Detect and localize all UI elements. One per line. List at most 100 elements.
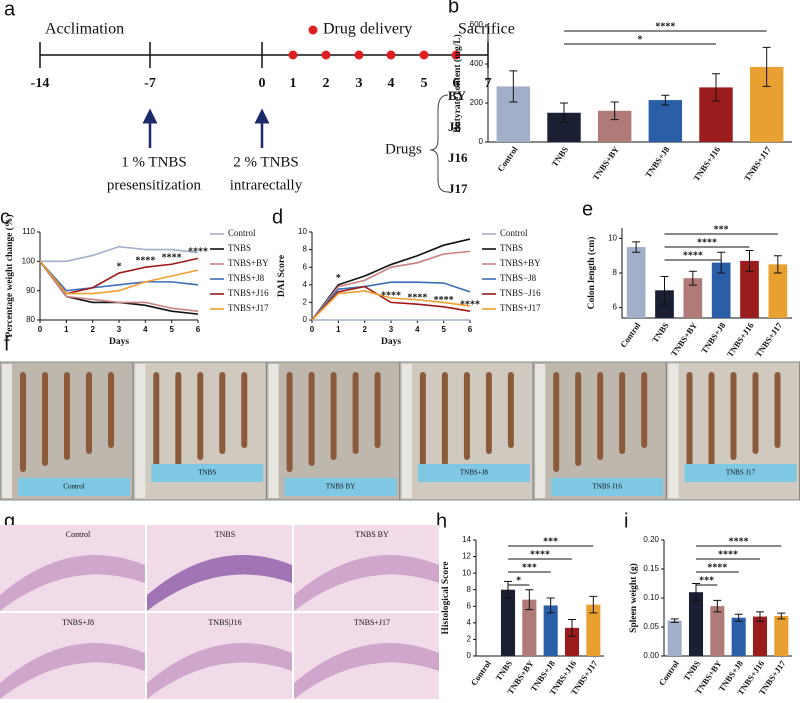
colon-strip: [153, 372, 160, 472]
photo-label-box: [417, 464, 530, 482]
y-axis-label: Colon length (cm): [586, 237, 597, 310]
x-tick-label: 3: [117, 325, 122, 334]
x-tick-label: 1: [336, 325, 341, 334]
timeline-label: -7: [144, 76, 156, 91]
error-bar: [756, 611, 764, 622]
colon-strip: [241, 372, 248, 448]
drugs-title: Drugs: [385, 141, 422, 157]
x-tick-label: TNBS+J8: [643, 145, 672, 180]
timeline-label: -14: [31, 76, 50, 91]
series-line: [40, 245, 199, 263]
bar: [774, 615, 789, 656]
photo-label-box: [551, 478, 664, 496]
bar: [667, 620, 682, 656]
error-bar: [610, 101, 619, 121]
x-tick-label: TNBS+J17: [753, 320, 784, 359]
histology-label: TNBS|J16: [208, 618, 241, 627]
y-tick-label: 4: [467, 618, 472, 627]
drug-dot: [288, 50, 298, 60]
y-tick-label: 10: [298, 227, 307, 236]
error-bar: [504, 580, 512, 599]
error-bar: [568, 619, 576, 637]
x-tick-label: Control: [657, 658, 682, 687]
error-bar: [632, 241, 641, 253]
tissue: [294, 555, 439, 611]
bar: [683, 278, 703, 318]
colon-strip: [641, 372, 648, 448]
legend-label: TNBS+BY: [500, 258, 541, 268]
y-tick-label: 0: [303, 315, 308, 324]
drug-dot: [321, 50, 331, 60]
x-tick-label: 3: [389, 325, 394, 334]
x-tick-label: 0: [38, 325, 43, 334]
x-tick-label: 6: [468, 325, 473, 334]
legend-label: TNBS: [228, 243, 251, 253]
error-bar: [745, 250, 754, 272]
error-bar: [712, 73, 720, 102]
error-bar: [734, 613, 743, 622]
colon-strip: [485, 372, 492, 454]
drug-label: J17: [448, 181, 468, 196]
series-line: [39, 260, 199, 312]
significance-label: ***: [522, 562, 537, 573]
error-bar: [660, 275, 669, 305]
x-tick-label: 1: [64, 325, 69, 334]
annotation: ****: [407, 292, 427, 303]
x-tick-label: TNBS+J16: [691, 145, 722, 183]
colon-strip: [507, 372, 514, 448]
legend-label: TNBS+J17: [228, 303, 269, 313]
panel-letter: e: [582, 198, 593, 220]
ruler: [268, 364, 279, 498]
histology-label: TNBS+J17: [354, 618, 390, 627]
colon-strip: [286, 372, 293, 472]
panel-letter: a: [4, 0, 16, 20]
y-axis-label: Butyrate content (mg/L): [452, 34, 463, 133]
panel-letter: h: [436, 510, 447, 532]
tissue: [0, 555, 145, 611]
y-tick-label: 8: [303, 245, 308, 254]
x-tick-label: TNBS+BY: [590, 145, 620, 183]
colon-strip: [441, 372, 448, 466]
brace: [429, 94, 449, 193]
error-bar: [692, 583, 700, 602]
error-bar: [713, 599, 722, 613]
y-tick-label: 200: [470, 98, 484, 107]
y-tick-label: 10: [462, 568, 471, 577]
colon-strip: [708, 372, 715, 466]
significance-label: *: [516, 575, 521, 586]
x-tick-label: TNBS+J16: [725, 321, 756, 359]
x-tick-label: TNBS: [650, 320, 671, 344]
series-line: [311, 290, 471, 321]
series-line: [311, 238, 471, 321]
x-tick-label: 2: [362, 325, 367, 334]
histology-label: TNBS BY: [355, 530, 389, 539]
x-tick-label: 2: [90, 325, 95, 334]
ruler: [535, 364, 546, 498]
step-label: 2 % TNBS: [233, 154, 299, 170]
legend-label: TNBS−J16: [500, 288, 541, 298]
photo-label-box: [151, 464, 264, 482]
error-bar: [525, 589, 534, 611]
y-tick-label: 110: [22, 227, 35, 236]
colon-strip: [42, 372, 48, 466]
photo-label: TNBS J17: [726, 469, 756, 477]
photo-label: Control: [63, 483, 84, 491]
timeline-label: 2: [323, 76, 330, 91]
y-tick-label: 0.15: [643, 564, 659, 573]
annotation: ****: [381, 291, 401, 302]
histology-label: TNBS: [215, 530, 235, 539]
y-tick-label: 100: [22, 256, 36, 265]
error-bar: [762, 46, 771, 87]
y-tick-label: 0.20: [643, 535, 659, 544]
y-axis-label: Percentage weight change (%): [4, 214, 15, 337]
y-tick-label: 8: [467, 585, 472, 594]
panel-letter: c: [0, 206, 10, 228]
timeline-label: 4: [388, 76, 395, 91]
y-axis-label: Spleen weight (g): [628, 563, 639, 633]
x-tick-label: Control: [495, 144, 520, 173]
y-tick-label: 0.10: [643, 593, 659, 602]
y-tick-label: 400: [470, 59, 484, 68]
timeline-label: 0: [259, 76, 266, 91]
tissue: [147, 555, 292, 611]
